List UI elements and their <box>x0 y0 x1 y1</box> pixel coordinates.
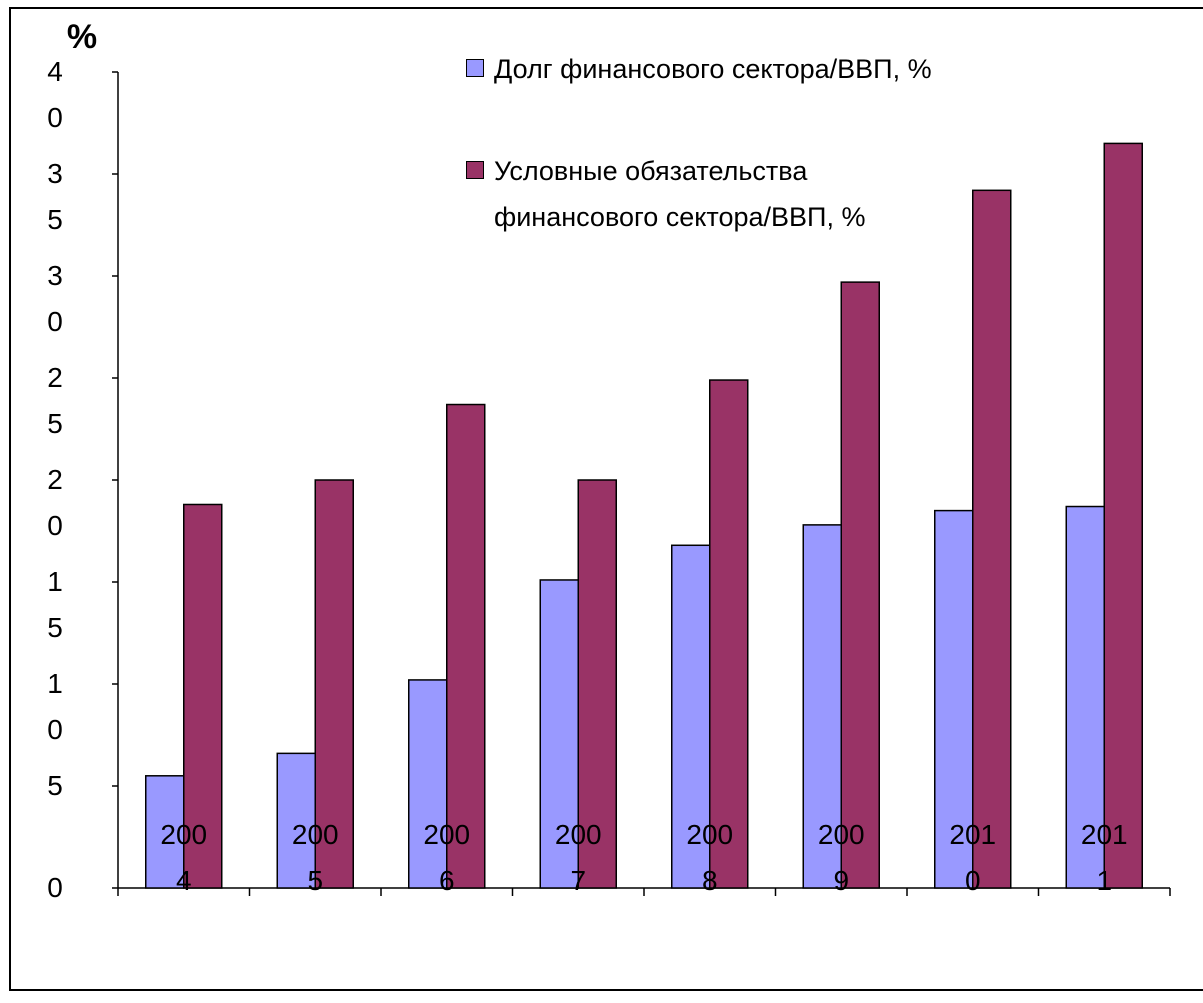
bar <box>183 503 223 889</box>
x-tick-label: 2007 <box>554 819 602 896</box>
bar <box>840 281 880 889</box>
x-tick-label: 2011 <box>1080 819 1128 896</box>
y-axis-label: % <box>67 18 97 56</box>
bar <box>577 479 617 889</box>
bar <box>1103 142 1143 889</box>
y-tick-label: 20 <box>47 464 63 541</box>
y-tick-label: 0 <box>47 872 63 903</box>
bar <box>671 544 711 889</box>
y-tick-label: 40 <box>47 56 63 133</box>
legend-swatch <box>466 59 484 77</box>
y-tick-label: 35 <box>47 158 63 235</box>
x-tick-label: 2006 <box>423 819 471 896</box>
x-tick-label: 2009 <box>817 819 865 896</box>
bar <box>276 752 316 889</box>
legend-label: Условные обязательства финансового секто… <box>494 156 866 232</box>
bar <box>934 509 974 889</box>
x-tick-label: 2010 <box>949 819 997 896</box>
bar <box>314 479 354 889</box>
y-tick-label: 25 <box>47 362 63 439</box>
bar <box>446 403 486 889</box>
bar <box>972 189 1012 889</box>
bar <box>802 524 842 889</box>
bar <box>709 379 749 889</box>
legend-label: Долг финансового сектора/ВВП, % <box>494 54 932 84</box>
bar <box>539 579 579 889</box>
x-tick-label: 2008 <box>686 819 734 896</box>
frame <box>9 7 1203 991</box>
legend-swatch <box>466 161 484 179</box>
y-tick-label: 30 <box>47 260 63 337</box>
x-tick-label: 2005 <box>291 819 339 896</box>
y-tick-label: 5 <box>47 770 63 801</box>
y-tick-label: 15 <box>47 566 63 643</box>
bar <box>145 775 185 889</box>
bar <box>1065 505 1105 889</box>
y-tick-label: 10 <box>47 668 63 745</box>
x-tick-label: 2004 <box>160 819 208 896</box>
